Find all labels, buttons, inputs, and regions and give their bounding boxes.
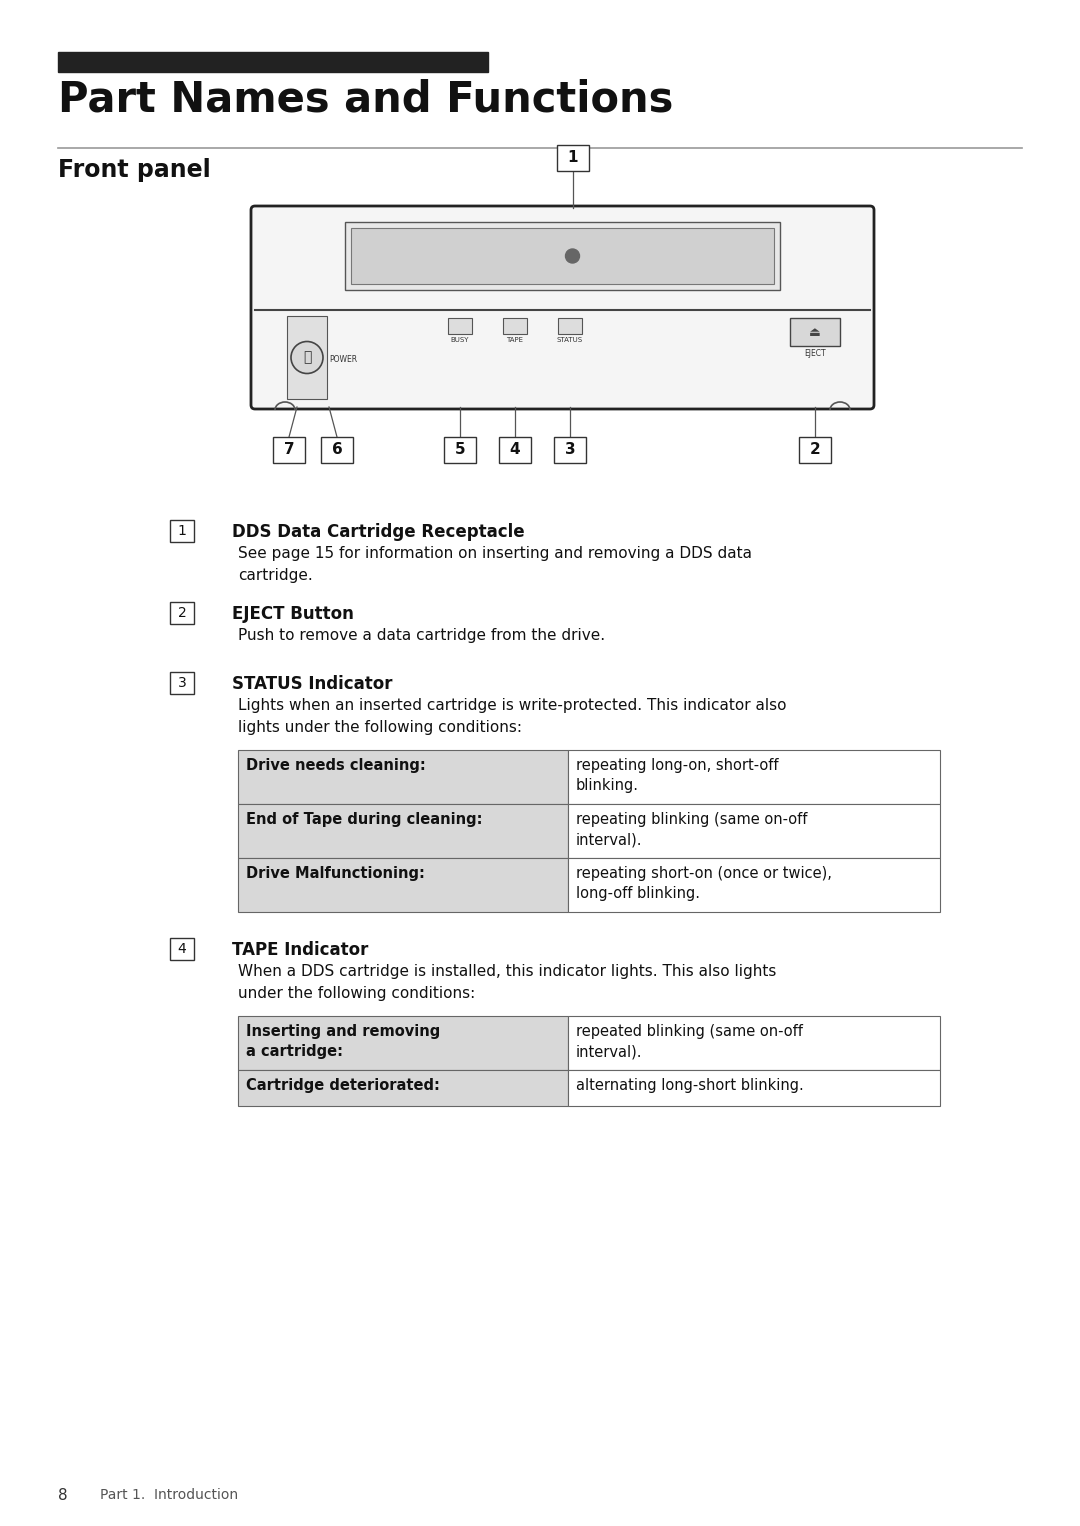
Text: EJECT Button: EJECT Button bbox=[232, 604, 354, 623]
Text: BUSY: BUSY bbox=[450, 337, 469, 343]
Text: 5: 5 bbox=[455, 443, 465, 458]
Bar bbox=[238, 804, 568, 858]
Text: EJECT: EJECT bbox=[805, 349, 826, 359]
Text: POWER: POWER bbox=[329, 356, 357, 365]
Bar bbox=[568, 858, 940, 913]
Text: Inserting and removing
a cartridge:: Inserting and removing a cartridge: bbox=[246, 1024, 441, 1059]
Bar bbox=[554, 436, 586, 462]
Text: Drive needs cleaning:: Drive needs cleaning: bbox=[246, 758, 426, 774]
Bar bbox=[170, 520, 194, 542]
Text: DDS Data Cartridge Receptacle: DDS Data Cartridge Receptacle bbox=[232, 523, 525, 542]
Text: 8: 8 bbox=[58, 1488, 68, 1503]
Text: STATUS: STATUS bbox=[557, 337, 583, 343]
Text: ⏻: ⏻ bbox=[302, 351, 311, 365]
Text: repeated blinking (same on-off
interval).: repeated blinking (same on-off interval)… bbox=[576, 1024, 802, 1059]
Bar bbox=[499, 436, 531, 462]
Text: 3: 3 bbox=[177, 676, 187, 690]
Bar bbox=[58, 52, 488, 72]
Bar bbox=[238, 1016, 568, 1070]
Text: End of Tape during cleaning:: End of Tape during cleaning: bbox=[246, 812, 483, 827]
Text: 1: 1 bbox=[177, 523, 187, 539]
Text: 4: 4 bbox=[177, 942, 187, 955]
Text: Push to remove a data cartridge from the drive.: Push to remove a data cartridge from the… bbox=[238, 629, 605, 642]
Bar bbox=[448, 317, 472, 334]
Text: When a DDS cartridge is installed, this indicator lights. This also lights
under: When a DDS cartridge is installed, this … bbox=[238, 964, 777, 1001]
Text: TAPE Indicator: TAPE Indicator bbox=[232, 942, 368, 958]
Text: Part Names and Functions: Part Names and Functions bbox=[58, 78, 673, 121]
Bar bbox=[799, 436, 831, 462]
Bar bbox=[345, 221, 780, 290]
Bar bbox=[238, 1070, 568, 1106]
Text: 6: 6 bbox=[332, 443, 342, 458]
FancyBboxPatch shape bbox=[251, 206, 874, 409]
Bar bbox=[444, 436, 476, 462]
Bar bbox=[556, 145, 589, 171]
Bar bbox=[170, 938, 194, 960]
Bar bbox=[568, 1070, 940, 1106]
Bar bbox=[789, 317, 840, 346]
Text: 2: 2 bbox=[810, 443, 821, 458]
Text: Cartridge deteriorated:: Cartridge deteriorated: bbox=[246, 1077, 440, 1093]
Bar bbox=[558, 317, 582, 334]
Text: STATUS Indicator: STATUS Indicator bbox=[232, 674, 392, 693]
Bar bbox=[170, 671, 194, 694]
Text: repeating blinking (same on-off
interval).: repeating blinking (same on-off interval… bbox=[576, 812, 808, 847]
Bar bbox=[287, 316, 327, 398]
Text: Front panel: Front panel bbox=[58, 159, 211, 182]
Bar bbox=[568, 804, 940, 858]
Text: Drive Malfunctioning:: Drive Malfunctioning: bbox=[246, 865, 424, 881]
Text: See page 15 for information on inserting and removing a DDS data
cartridge.: See page 15 for information on inserting… bbox=[238, 546, 752, 583]
Bar bbox=[568, 1016, 940, 1070]
Bar bbox=[503, 317, 527, 334]
Text: TAPE: TAPE bbox=[507, 337, 524, 343]
Bar bbox=[238, 749, 568, 804]
Bar bbox=[568, 749, 940, 804]
Text: ⏏: ⏏ bbox=[809, 325, 821, 339]
Text: repeating long-on, short-off
blinking.: repeating long-on, short-off blinking. bbox=[576, 758, 779, 794]
Text: 4: 4 bbox=[510, 443, 521, 458]
Text: 2: 2 bbox=[177, 606, 187, 620]
Bar bbox=[321, 436, 353, 462]
Text: 3: 3 bbox=[565, 443, 576, 458]
Bar bbox=[170, 601, 194, 624]
Text: repeating short-on (once or twice),
long-off blinking.: repeating short-on (once or twice), long… bbox=[576, 865, 832, 902]
Circle shape bbox=[291, 342, 323, 374]
Text: Lights when an inserted cartridge is write-protected. This indicator also
lights: Lights when an inserted cartridge is wri… bbox=[238, 697, 786, 734]
Bar bbox=[273, 436, 305, 462]
Bar bbox=[351, 227, 774, 284]
Text: alternating long-short blinking.: alternating long-short blinking. bbox=[576, 1077, 804, 1093]
Bar bbox=[238, 858, 568, 913]
Text: 7: 7 bbox=[284, 443, 295, 458]
Circle shape bbox=[566, 249, 580, 262]
Text: 1: 1 bbox=[567, 151, 578, 165]
Text: Part 1.  Introduction: Part 1. Introduction bbox=[100, 1488, 238, 1502]
